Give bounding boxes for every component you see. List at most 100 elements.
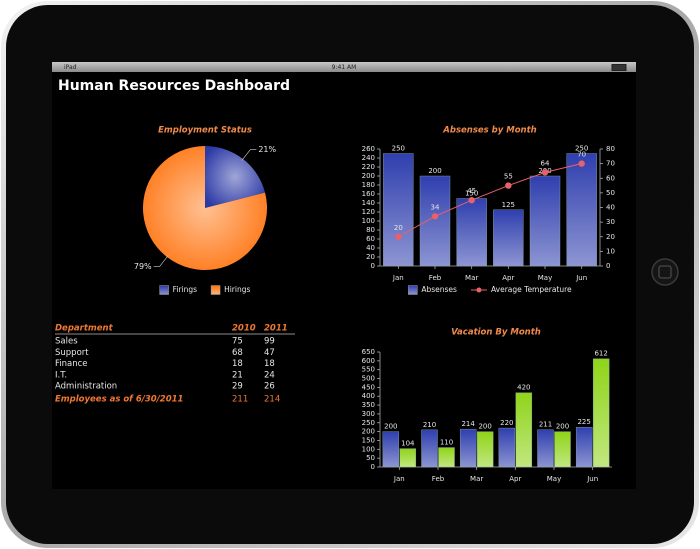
y2-tick-label: 40 bbox=[606, 204, 615, 212]
bar-value-label: 104 bbox=[401, 440, 415, 448]
bar bbox=[382, 431, 400, 468]
line-point bbox=[395, 233, 402, 240]
table-cell: 99 bbox=[264, 337, 275, 347]
x-tick-label: May bbox=[538, 274, 552, 282]
table-header-cell: 2011 bbox=[264, 324, 288, 334]
bar-value-label: 110 bbox=[440, 439, 453, 447]
bar bbox=[554, 431, 571, 468]
home-button[interactable] bbox=[651, 258, 679, 286]
y-tick-label: 250 bbox=[362, 419, 375, 427]
x-tick-label: Apr bbox=[502, 274, 514, 282]
table-cell: 18 bbox=[264, 359, 275, 369]
bar-value-label: 200 bbox=[556, 423, 569, 431]
bar bbox=[399, 448, 417, 468]
legend-swatch bbox=[159, 285, 169, 295]
legend-marker-swatch bbox=[476, 287, 482, 293]
legend-label: Firings bbox=[173, 285, 198, 294]
point-value-label: 34 bbox=[431, 203, 440, 211]
table-cell: 75 bbox=[232, 337, 243, 347]
bar bbox=[456, 198, 487, 267]
y-tick-label: 240 bbox=[362, 154, 375, 162]
x-tick-label: Feb bbox=[429, 274, 442, 282]
y2-tick-label: 70 bbox=[606, 160, 615, 168]
point-value-label: 64 bbox=[541, 159, 550, 167]
table-cell: Administration bbox=[55, 382, 117, 392]
y-tick-label: 300 bbox=[362, 410, 375, 418]
bar-value-label: 612 bbox=[594, 350, 607, 358]
point-value-label: 20 bbox=[394, 224, 403, 232]
bar bbox=[476, 431, 494, 468]
bar bbox=[383, 153, 414, 267]
legend-label: Absenses bbox=[421, 285, 457, 294]
pie-slice bbox=[142, 146, 267, 270]
y-tick-label: 650 bbox=[362, 348, 375, 356]
pie-slice bbox=[205, 146, 266, 208]
bar-value-label: 200 bbox=[478, 423, 491, 431]
bar-value-label: 125 bbox=[502, 201, 515, 209]
table-cell: 18 bbox=[232, 359, 243, 369]
y-tick-label: 180 bbox=[362, 181, 375, 189]
point-value-label: 70 bbox=[577, 151, 586, 159]
table-cell: 68 bbox=[232, 348, 243, 358]
bar-value-label: 250 bbox=[575, 145, 588, 153]
bar-value-label: 150 bbox=[465, 190, 478, 198]
y-tick-label: 80 bbox=[366, 226, 375, 234]
y-tick-label: 160 bbox=[362, 190, 375, 198]
table-header-cell: Department bbox=[55, 324, 114, 334]
bar-value-label: 211 bbox=[539, 421, 552, 429]
home-icon bbox=[658, 265, 672, 279]
battery-icon bbox=[611, 64, 627, 71]
bar bbox=[592, 358, 610, 468]
table-footer-cell: 211 bbox=[232, 395, 248, 405]
y-tick-label: 0 bbox=[371, 463, 375, 471]
y-tick-label: 200 bbox=[362, 172, 375, 180]
legend-swatch bbox=[408, 285, 418, 295]
y-tick-label: 140 bbox=[362, 199, 375, 207]
legend-swatch bbox=[210, 285, 221, 295]
y-tick-label: 260 bbox=[362, 145, 375, 153]
x-tick-label: May bbox=[547, 475, 561, 483]
table-header-cell: 2010 bbox=[232, 324, 256, 334]
x-tick-label: Mar bbox=[470, 475, 483, 483]
line-series bbox=[398, 163, 582, 238]
screen bbox=[52, 62, 636, 489]
line-point bbox=[578, 160, 585, 167]
bar-value-label: 225 bbox=[577, 418, 590, 426]
table-cell: 29 bbox=[232, 382, 243, 392]
bar bbox=[459, 428, 477, 468]
pie-leader bbox=[241, 149, 257, 161]
x-tick-label: Feb bbox=[432, 475, 445, 483]
y-tick-label: 600 bbox=[362, 357, 375, 365]
y-tick-label: 100 bbox=[362, 445, 375, 453]
x-tick-label: Jun bbox=[575, 274, 587, 282]
bar bbox=[421, 429, 438, 468]
line-point bbox=[431, 213, 439, 220]
x-tick-label: Jan bbox=[393, 475, 405, 483]
bar bbox=[493, 209, 524, 267]
point-value-label: 55 bbox=[504, 173, 513, 181]
legend: Absenses Average Temperature bbox=[408, 285, 572, 295]
table-cell: Support bbox=[55, 348, 89, 358]
table-footer-cell: Employees as of 6/30/2011 bbox=[55, 395, 183, 405]
bar-value-label: 250 bbox=[392, 145, 405, 153]
pie-value-label: 79% bbox=[134, 262, 152, 271]
y-tick-label: 550 bbox=[362, 366, 375, 374]
status-device: iPad bbox=[64, 64, 77, 71]
chart-title: Vacation By Month bbox=[451, 328, 541, 338]
y-tick-label: 220 bbox=[362, 163, 375, 171]
bar-value-label: 210 bbox=[423, 421, 436, 429]
y2-tick-label: 60 bbox=[606, 174, 615, 182]
table-cell: 47 bbox=[264, 348, 275, 358]
y2-tick-label: 10 bbox=[606, 247, 615, 255]
y-tick-label: 400 bbox=[362, 392, 375, 400]
line-point bbox=[468, 196, 475, 204]
y2-tick-label: 50 bbox=[606, 189, 615, 197]
bar bbox=[419, 175, 451, 267]
legend: Firings Hirings bbox=[159, 285, 250, 295]
y-tick-label: 500 bbox=[362, 375, 375, 383]
table-cell: 21 bbox=[232, 370, 243, 380]
pie-value-label: 21% bbox=[258, 145, 276, 154]
bar bbox=[575, 426, 593, 468]
chart-title: Absenses by Month bbox=[442, 126, 536, 136]
